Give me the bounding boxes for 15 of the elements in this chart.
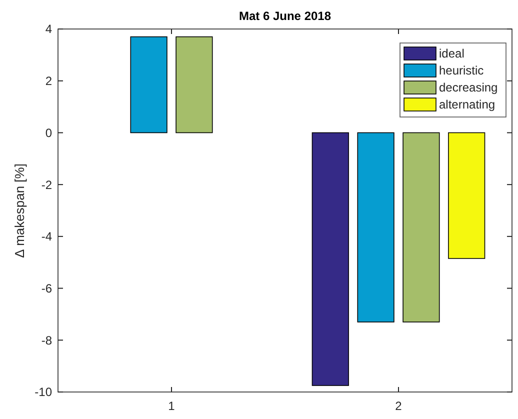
- legend-label: decreasing: [439, 80, 498, 95]
- legend-label: heuristic: [439, 64, 484, 78]
- y-tick-label: -2: [41, 178, 52, 192]
- y-tick-label: -6: [41, 281, 52, 296]
- y-tick-label: 0: [45, 126, 52, 140]
- chart-title: Mat 6 June 2018: [238, 9, 332, 23]
- x-tick-label: 1: [168, 399, 176, 413]
- legend-label: alternating: [439, 98, 496, 112]
- y-tick-label: 4: [45, 22, 52, 36]
- y-tick-label: -8: [41, 333, 52, 348]
- y-tick-label: -10: [34, 385, 52, 400]
- y-tick-label: 2: [45, 74, 52, 88]
- y-tick-label: -4: [41, 230, 52, 244]
- legend-label: ideal: [439, 46, 464, 61]
- y-axis-title: ∆ makespan [%]: [12, 164, 27, 258]
